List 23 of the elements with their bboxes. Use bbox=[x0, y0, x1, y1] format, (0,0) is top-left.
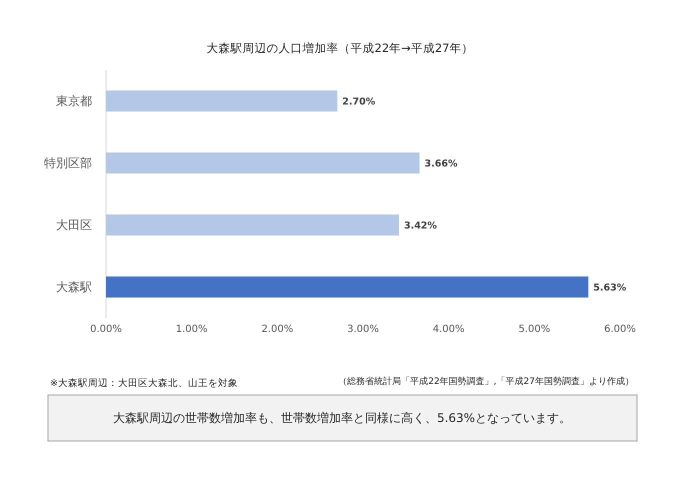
bar bbox=[106, 214, 399, 236]
x-tick-label: 0.00% bbox=[90, 324, 122, 335]
data-label: 5.63% bbox=[593, 282, 627, 294]
bar bbox=[106, 90, 338, 112]
x-tick-label: 3.00% bbox=[347, 324, 379, 335]
chart-title: 大森駅周辺の人口増加率（平成22年→平成27年） bbox=[206, 41, 474, 55]
text: （総務省統計局「平成22年国勢調査」,「平成27年国勢調査」より作成） bbox=[338, 376, 634, 387]
y-tick-label: 特別区部 bbox=[44, 156, 92, 170]
y-tick-label: 大田区 bbox=[56, 218, 92, 232]
text: ※大森駅周辺：大田区大森北、山王を対象 bbox=[50, 377, 238, 389]
data-label: 3.66% bbox=[424, 158, 458, 170]
y-tick-label: 東京都 bbox=[56, 94, 92, 108]
x-tick-label: 6.00% bbox=[604, 324, 636, 335]
x-tick-label: 4.00% bbox=[432, 324, 465, 335]
y-tick-label: 大森駅 bbox=[56, 280, 92, 294]
data-label: 3.42% bbox=[404, 220, 438, 232]
data-label: 2.70% bbox=[342, 96, 376, 108]
x-tick-label: 2.00% bbox=[261, 324, 294, 335]
text: 大森駅周辺の世帯数増加率も、世帯数増加率と同様に高く、5.63%となっています。 bbox=[112, 411, 572, 426]
bar bbox=[106, 152, 420, 174]
x-tick-label: 1.00% bbox=[176, 324, 208, 335]
bar bbox=[106, 276, 588, 298]
x-tick-label: 5.00% bbox=[518, 324, 550, 335]
